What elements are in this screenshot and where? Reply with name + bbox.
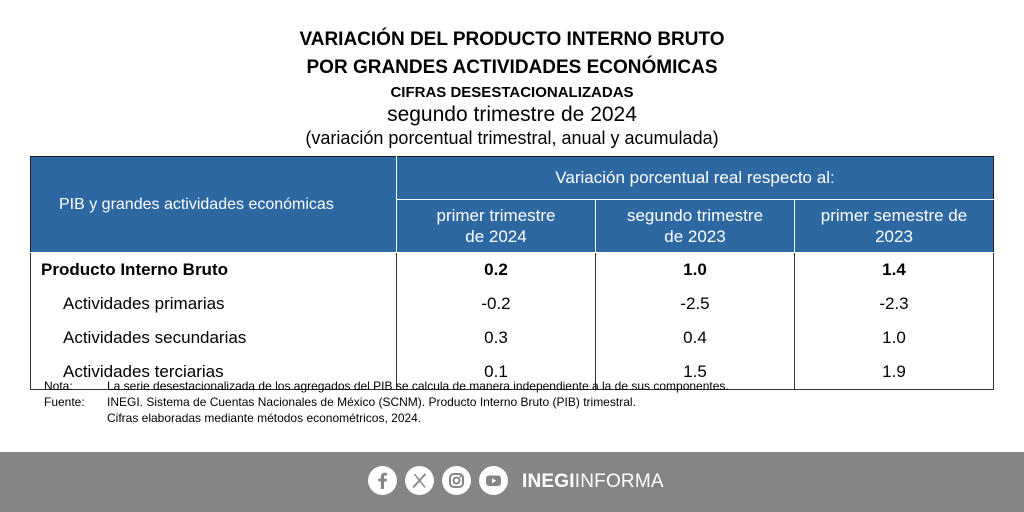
table-cell: -2.3	[794, 287, 994, 321]
table-cell: 0.2	[396, 252, 596, 287]
subtitle-series-type: CIFRAS DESESTACIONALIZADAS	[390, 84, 634, 101]
row-label: Actividades terciarias	[30, 355, 397, 390]
table-cell: 0.3	[396, 321, 596, 355]
source-text: INEGI. Sistema de Cuentas Nacionales de …	[107, 395, 636, 409]
footer-bar: INEGIINFORMA	[0, 452, 1024, 512]
row-label: Actividades secundarias	[30, 321, 397, 355]
note-key: Nota:	[44, 379, 73, 393]
social-icons	[368, 466, 508, 495]
column-header-line: primer semestre de	[820, 206, 968, 225]
table-notes: Nota: La serie desestacionalizada de los…	[44, 378, 729, 426]
column-header-line: de 2023	[664, 227, 726, 246]
table-cell: 1.5	[595, 355, 795, 390]
instagram-icon[interactable]	[442, 466, 471, 495]
table-cell: 1.0	[595, 252, 795, 287]
table-cell: 1.9	[794, 355, 994, 390]
inegi-informa-logo: INEGIINFORMA	[522, 471, 664, 493]
facebook-icon[interactable]	[368, 466, 397, 495]
group-header: Variación porcentual real respecto al:	[396, 156, 994, 200]
table-row: Actividades primarias -0.2 -2.5 -2.3	[30, 287, 994, 321]
table-row: Actividades secundarias 0.3 0.4 1.0	[30, 321, 994, 355]
column-header-q2-2023: segundo trimestre de 2023	[595, 199, 795, 253]
x-icon[interactable]	[405, 466, 434, 495]
column-header-s1-2023: primer semestre de 2023	[794, 199, 994, 253]
subtitle-units: (variación porcentual trimestral, anual …	[305, 128, 719, 148]
source-key: Fuente:	[44, 395, 85, 409]
column-header-line: primer trimestre	[436, 206, 556, 225]
brand-bold: INEGI	[522, 471, 575, 492]
table-cell: 0.1	[396, 355, 596, 390]
table-row: Actividades terciarias 0.1 1.5 1.9	[30, 355, 994, 390]
brand-light: INFORMA	[574, 471, 664, 492]
table-cell: -0.2	[396, 287, 596, 321]
table-cell: 1.0	[794, 321, 994, 355]
report-titles: VARIACIÓN DEL PRODUCTO INTERNO BRUTO POR…	[0, 26, 1024, 149]
title-line-1: VARIACIÓN DEL PRODUCTO INTERNO BRUTO	[299, 29, 725, 50]
row-label: Actividades primarias	[30, 287, 397, 321]
column-header-line: segundo trimestre	[626, 206, 764, 225]
youtube-icon[interactable]	[479, 466, 508, 495]
gdp-table: PIB y grandes actividades económicas Var…	[30, 156, 994, 390]
source-row-2: Cifras elaboradas mediante métodos econo…	[44, 410, 729, 426]
table-row: Producto Interno Bruto 0.2 1.0 1.4	[30, 252, 994, 287]
column-header-q1-2024: primer trimestre de 2024	[396, 199, 596, 253]
table-cell: 0.4	[595, 321, 795, 355]
subtitle-period: segundo trimestre de 2024	[387, 103, 637, 126]
note-row: Nota: La serie desestacionalizada de los…	[44, 378, 729, 394]
table-cell: 1.4	[794, 252, 994, 287]
source-text-2: Cifras elaboradas mediante métodos econo…	[107, 411, 422, 425]
table-cell: -2.5	[595, 287, 795, 321]
title-line-2: POR GRANDES ACTIVIDADES ECONÓMICAS	[306, 57, 718, 78]
source-row: Fuente: INEGI. Sistema de Cuentas Nacion…	[44, 394, 729, 410]
column-header-line: 2023	[875, 227, 913, 246]
column-header-line: de 2024	[465, 227, 527, 246]
row-label: Producto Interno Bruto	[30, 252, 397, 287]
note-text: La serie desestacionalizada de los agreg…	[107, 379, 729, 393]
row-header: PIB y grandes actividades económicas	[30, 156, 397, 253]
